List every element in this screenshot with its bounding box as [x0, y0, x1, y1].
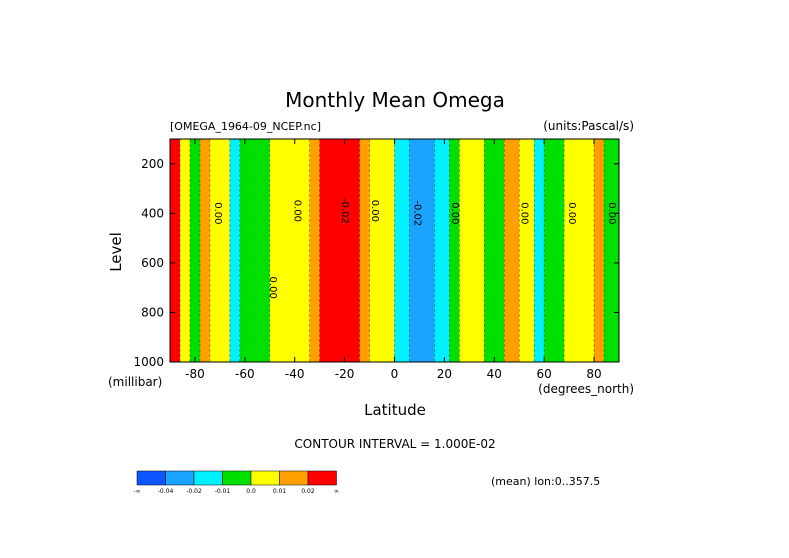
y-tick-label-0: 200 — [141, 157, 164, 171]
contour-label-9: 0.00 — [267, 277, 278, 299]
colorbar-swatch-5 — [279, 470, 309, 486]
colorbar-label-2: -0.02 — [186, 488, 202, 495]
x-axis-label: Latitude — [364, 401, 426, 419]
colorbar-swatch-0 — [136, 470, 166, 486]
contour-band-12 — [394, 139, 410, 362]
contour-band-17 — [484, 139, 505, 362]
contour-band-5 — [229, 139, 240, 362]
contour-label-7: 0.00 — [566, 202, 577, 224]
contour-band-18 — [504, 139, 520, 362]
x-tick-label-7: 60 — [537, 367, 552, 381]
colorbar-label-5: 0.01 — [273, 488, 287, 495]
x-axis-ticks: -80 -60 -40 -20 0 20 40 60 80 — [185, 139, 602, 381]
contour-label-4: -0.02 — [411, 200, 422, 226]
contour-band-14 — [434, 139, 450, 362]
contour-label-8: 0.00 — [606, 202, 617, 224]
colorbar-swatch-6 — [307, 470, 337, 486]
y-axis-unit: (millibar) — [108, 375, 162, 389]
colorbar-swatch-2 — [193, 470, 223, 486]
contour-band-0 — [170, 139, 180, 362]
contour-band-22 — [564, 139, 595, 362]
colorbar-swatch-3 — [222, 470, 252, 486]
colorbar-label-4: 0.0 — [246, 488, 256, 495]
contour-band-2 — [189, 139, 200, 362]
x-tick-label-8: 80 — [586, 367, 601, 381]
contour-band-6 — [239, 139, 270, 362]
contour-labels: 0.00 0.00 -0.02 0.00 -0.02 0.00 0.00 0.00 0.00 0.… — [212, 198, 617, 299]
mean-lon-text: (mean) lon:0..357.5 — [491, 475, 600, 488]
y-tick-label-3: 800 — [141, 305, 164, 319]
contour-band-10 — [359, 139, 370, 362]
source-label: [OMEGA_1964-09_NCEP.nc] — [170, 120, 321, 133]
y-axis-label: Level — [107, 232, 125, 272]
x-tick-label-6: 40 — [487, 367, 502, 381]
contour-label-1: 0.00 — [292, 200, 303, 222]
contour-interval-text: CONTOUR INTERVAL = 1.000E-02 — [294, 437, 495, 451]
contour-band-19 — [519, 139, 535, 362]
x-tick-label-3: -20 — [335, 367, 355, 381]
contour-label-5: 0.00 — [449, 202, 460, 224]
contour-band-13 — [409, 139, 435, 362]
contour-lines — [179, 139, 605, 362]
y-tick-label-2: 600 — [141, 256, 164, 270]
colorbar-label-1: -0.04 — [158, 488, 174, 495]
contour-band-11 — [369, 139, 395, 362]
contour-band-3 — [199, 139, 210, 362]
plot-area — [170, 139, 619, 362]
contour-band-20 — [534, 139, 545, 362]
contour-band-4 — [209, 139, 230, 362]
contour-label-2: -0.02 — [339, 198, 350, 224]
y-axis-ticks: 200 400 600 800 1000 — [133, 157, 619, 369]
contour-label-6: 0.00 — [519, 202, 530, 224]
x-tick-label-5: 20 — [437, 367, 452, 381]
contour-band-15 — [449, 139, 460, 362]
contour-band-24 — [604, 139, 619, 362]
contour-label-3: 0.00 — [369, 200, 380, 222]
colorbar: -∞ -0.04 -0.02 -0.01 0.0 0.01 0.02 ∞ — [133, 470, 339, 495]
x-axis-unit: (degrees_north) — [538, 382, 634, 396]
x-tick-label-4: 0 — [391, 367, 399, 381]
chart-title: Monthly Mean Omega — [285, 88, 505, 112]
x-tick-label-0: -80 — [185, 367, 205, 381]
colorbar-label-6: 0.02 — [301, 488, 315, 495]
x-tick-label-2: -40 — [285, 367, 305, 381]
contour-band-8 — [309, 139, 320, 362]
colorbar-label-7: ∞ — [334, 488, 339, 495]
contour-band-16 — [459, 139, 485, 362]
contour-band-1 — [179, 139, 190, 362]
contour-label-0: 0.00 — [212, 202, 223, 224]
y-tick-label-4: 1000 — [133, 355, 164, 369]
contour-band-23 — [594, 139, 605, 362]
y-tick-label-1: 400 — [141, 206, 164, 220]
colorbar-swatch-4 — [250, 470, 280, 486]
units-label: (units:Pascal/s) — [543, 119, 634, 133]
colorbar-label-0: -∞ — [133, 488, 140, 495]
contour-band-7 — [269, 139, 310, 362]
x-tick-label-1: -60 — [235, 367, 255, 381]
contour-band-21 — [544, 139, 565, 362]
colorbar-swatch-1 — [165, 470, 195, 486]
colorbar-label-3: -0.01 — [215, 488, 231, 495]
contour-band-9 — [319, 139, 360, 362]
